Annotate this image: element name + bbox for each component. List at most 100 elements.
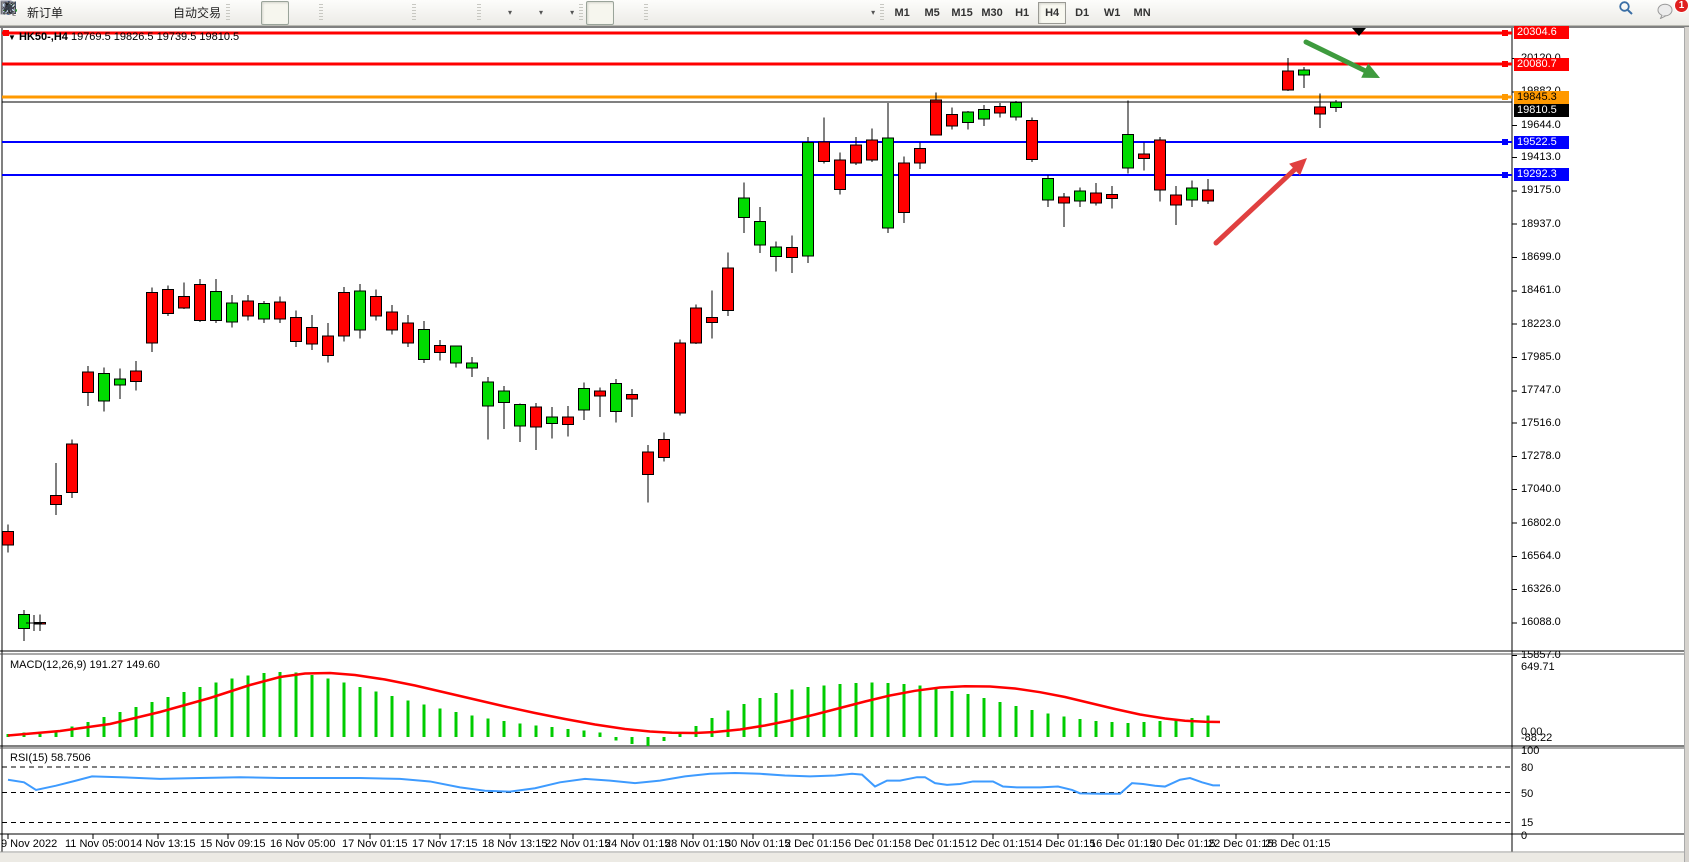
candle-body bbox=[946, 114, 958, 127]
dropdown-arrow-icon: ▾ bbox=[570, 8, 575, 17]
rsi-name: RSI(15) bbox=[10, 752, 48, 764]
time-axis-label: 8 Dec 01:15 bbox=[905, 838, 965, 850]
time-axis-label: 15 Nov 09:15 bbox=[200, 838, 266, 850]
candle-body bbox=[914, 147, 926, 164]
line-handle[interactable] bbox=[1502, 139, 1508, 145]
chat-icon bbox=[1657, 3, 1678, 21]
window-bottom-edge bbox=[0, 853, 1689, 862]
candle-body bbox=[402, 322, 414, 344]
main-toolbar: 新订单 自动交易 bbox=[0, 0, 1689, 26]
candle-body bbox=[1298, 69, 1310, 76]
rsi-axis-0: 0 bbox=[1521, 830, 1528, 842]
line-handle[interactable] bbox=[1502, 94, 1508, 100]
search-button[interactable] bbox=[1617, 1, 1645, 25]
green-down-arrow-annotation[interactable] bbox=[1361, 63, 1380, 78]
candle-body bbox=[514, 403, 526, 427]
candle-body bbox=[162, 289, 174, 314]
notifications-button[interactable]: 1 bbox=[1655, 0, 1689, 25]
line-handle[interactable] bbox=[1502, 61, 1508, 67]
toolbar-separator bbox=[226, 3, 231, 22]
timeframe-button-mn[interactable]: MN bbox=[1133, 6, 1151, 19]
candle-body bbox=[258, 303, 270, 320]
timeframe-button-m1[interactable]: M1 bbox=[894, 6, 910, 19]
timeframe-button-w1[interactable]: W1 bbox=[1103, 6, 1121, 19]
time-axis-label: 30 Nov 01:15 bbox=[725, 838, 791, 850]
time-axis-label: 28 Dec 01:15 bbox=[1265, 838, 1331, 850]
macd-values: 191.27 149.60 bbox=[89, 659, 160, 671]
candle-body bbox=[786, 247, 798, 258]
candle-body bbox=[610, 382, 622, 412]
toolbar-separator bbox=[579, 3, 584, 22]
candle-body bbox=[354, 290, 366, 331]
price-tick-label: 19644.0 bbox=[1521, 118, 1561, 131]
candle-body bbox=[770, 246, 782, 258]
price-tick-label: 18937.0 bbox=[1521, 217, 1561, 230]
candle-body bbox=[466, 362, 478, 369]
candle-body bbox=[1282, 70, 1294, 91]
line-handle[interactable] bbox=[1502, 30, 1508, 36]
window-edge bbox=[1684, 27, 1689, 862]
price-level-badge: 20304.6 bbox=[1514, 26, 1569, 40]
candle-body bbox=[1010, 102, 1022, 118]
price-level-badge: 19292.3 bbox=[1514, 168, 1569, 182]
shapes-button[interactable]: ▾ bbox=[2, 1, 878, 25]
red-up-arrow-annotation[interactable] bbox=[1213, 167, 1298, 246]
candle-body bbox=[578, 387, 590, 411]
time-axis-label: 14 Dec 01:15 bbox=[1030, 838, 1096, 850]
trendline-button[interactable] bbox=[2, 1, 735, 25]
text-button[interactable]: A bbox=[5, 1, 819, 25]
candle-body bbox=[290, 317, 302, 342]
candle-body bbox=[642, 451, 654, 475]
rsi-axis-50: 50 bbox=[1521, 787, 1534, 800]
price-tick-label: 16326.0 bbox=[1521, 583, 1561, 596]
candle-body bbox=[722, 267, 734, 312]
candle-body bbox=[114, 378, 126, 386]
chart-symbol-period: HK50-,H4 bbox=[18, 31, 68, 43]
candle-body bbox=[338, 291, 350, 337]
toolbar-separator bbox=[644, 3, 649, 22]
candle-body bbox=[882, 137, 894, 229]
price-level-badge: 19810.5 bbox=[1514, 103, 1569, 117]
candlestick-chart-button[interactable] bbox=[2, 0, 290, 25]
timeframe-button-d1[interactable]: D1 bbox=[1075, 6, 1090, 19]
time-axis-label: 11 Nov 05:00 bbox=[65, 838, 130, 850]
macd-signal-line bbox=[7, 671, 1221, 737]
time-axis-label: 24 Nov 01:15 bbox=[605, 838, 671, 850]
green-down-arrow-annotation[interactable] bbox=[1303, 39, 1368, 74]
label-icon: T bbox=[2, 1, 842, 21]
timeframe-button-h1[interactable]: H1 bbox=[1015, 6, 1030, 19]
macd-pane-label: MACD(12,26,9) 191.27 149.60 bbox=[10, 659, 160, 671]
candle-body bbox=[530, 406, 542, 428]
candle-body bbox=[1026, 119, 1038, 160]
line-handle[interactable] bbox=[3, 30, 9, 36]
candle-body bbox=[690, 307, 702, 344]
candle-body bbox=[1202, 189, 1214, 202]
label-button[interactable]: T bbox=[2, 1, 847, 25]
time-axis-label: 16 Nov 05:00 bbox=[270, 838, 336, 850]
timeframe-button-h4[interactable]: H4 bbox=[1038, 1, 1067, 24]
sell-marker-icon[interactable] bbox=[1352, 28, 1366, 36]
price-tick-label: 18699.0 bbox=[1521, 251, 1561, 264]
text-icon: A bbox=[5, 2, 814, 21]
timeframe-button-m5[interactable]: M5 bbox=[924, 6, 940, 19]
toolbar-separator bbox=[477, 3, 482, 22]
price-tick-label: 19175.0 bbox=[1521, 184, 1561, 197]
red-up-arrow-annotation[interactable] bbox=[1289, 158, 1307, 176]
candle-body bbox=[738, 197, 750, 219]
price-tick-label: 16088.0 bbox=[1521, 616, 1561, 629]
candle-body bbox=[1074, 190, 1086, 202]
candle-body bbox=[546, 416, 558, 424]
svg-text:E: E bbox=[12, 12, 16, 17]
rsi-axis-15: 15 bbox=[1521, 817, 1534, 830]
price-tick-label: 17516.0 bbox=[1521, 416, 1561, 429]
timeframe-button-m30[interactable]: M30 bbox=[981, 6, 1003, 19]
candle-body bbox=[418, 328, 430, 361]
candle-body bbox=[178, 296, 190, 309]
candle-body bbox=[1138, 153, 1150, 160]
line-handle[interactable] bbox=[1502, 172, 1508, 178]
dropdown-arrow-icon: ▾ bbox=[539, 8, 544, 17]
toolbar-separator bbox=[412, 3, 417, 22]
chart-ohlc: 19769.5 19826.5 19739.5 19810.5 bbox=[70, 31, 240, 43]
timeframe-button-m15[interactable]: M15 bbox=[951, 6, 973, 19]
candle-body bbox=[754, 221, 766, 246]
